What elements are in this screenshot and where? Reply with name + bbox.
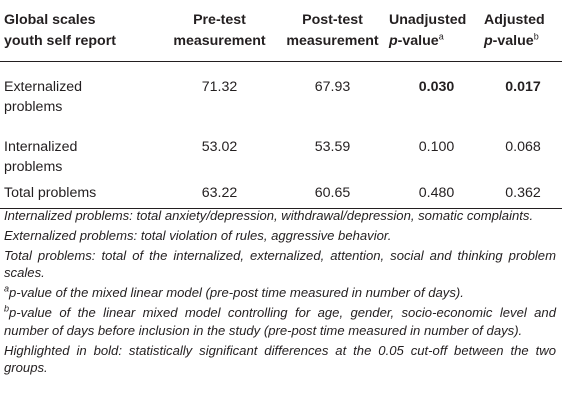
col-header-scale: Global scales youth self report	[4, 12, 116, 49]
header-row: Global scales youth self report Pre-test m…	[0, 0, 562, 61]
note-a: ap-value of the mixed linear model (pre-…	[4, 283, 464, 301]
cell-adjusted: 0.362	[484, 177, 562, 209]
cell-post: 53.59	[314, 138, 351, 155]
note-bold: Highlighted in bold: statistically signi…	[4, 342, 556, 376]
table-footnotes: Internalized problems: total anxiety/dep…	[4, 207, 556, 379]
cell-pre: 71.32	[201, 78, 238, 95]
note-b: bp-value of the linear mixed model contr…	[4, 303, 556, 338]
row-label: Externalized problems	[4, 78, 83, 116]
cell-pre: 63.22	[163, 177, 276, 209]
cell-adjusted: 0.068	[505, 138, 541, 155]
note-externalized: Externalized problems: total violation o…	[4, 227, 392, 243]
cell-unadjusted: 0.480	[389, 177, 484, 209]
table-row: Internalized problems 53.02 53.59 0.100 0…	[0, 131, 562, 178]
note-internalized: Internalized problems: total anxiety/dep…	[4, 208, 534, 223]
table-row: Externalized problems 71.32 67.93 0.030 0…	[0, 61, 562, 131]
note-total: Total problems: total of the internalize…	[4, 247, 556, 281]
cell-post: 60.65	[276, 177, 389, 209]
row-label: Total problems	[0, 177, 163, 209]
col-header-unadjusted: Unadjusted p-valuea	[389, 12, 467, 49]
results-table: Global scales youth self report Pre-test m…	[0, 0, 562, 209]
cell-unadjusted: 0.100	[418, 138, 455, 155]
cell-pre: 53.02	[201, 138, 238, 155]
col-header-pre: Pre-test measurement	[173, 12, 266, 49]
col-header-adjusted: Adjusted p-valueb	[484, 12, 545, 49]
cell-adjusted: 0.017	[505, 78, 541, 95]
table-row: Total problems 63.22 60.65 0.480 0.362	[0, 177, 562, 209]
cell-post: 67.93	[314, 78, 351, 95]
col-header-post: Post-test measurement	[286, 12, 379, 49]
row-label: Internalized problems	[4, 138, 78, 176]
cell-unadjusted: 0.030	[418, 78, 455, 95]
